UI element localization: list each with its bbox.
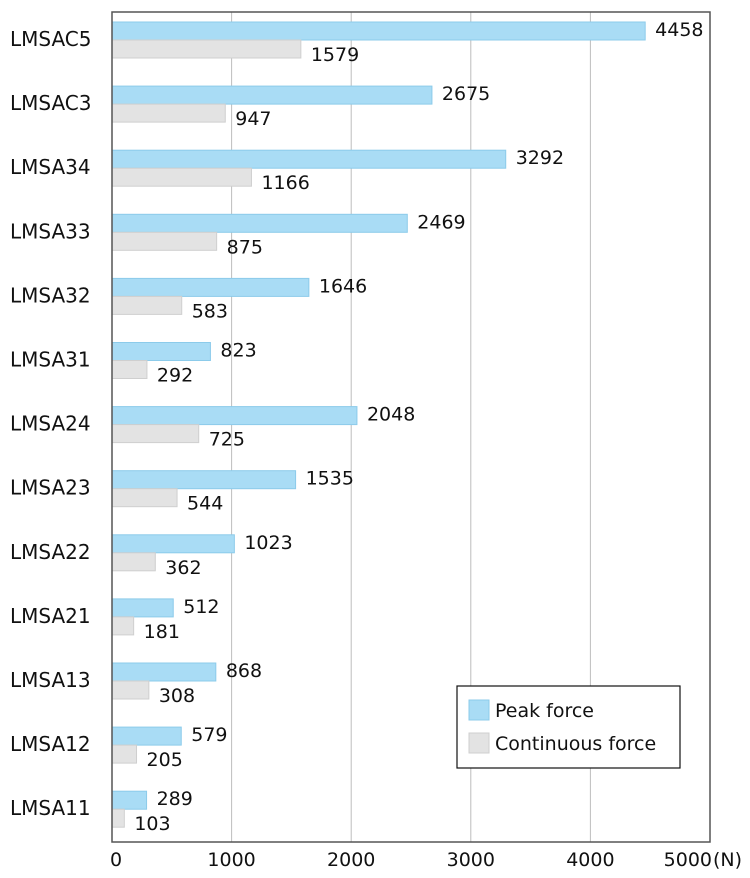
- category-label: LMSA32: [10, 283, 91, 307]
- data-label-continuous-force: 308: [159, 685, 195, 707]
- x-tick-label: 5000: [664, 849, 712, 871]
- bar-continuous-force: [111, 231, 218, 251]
- data-label-continuous-force: 362: [165, 557, 201, 579]
- bar-continuous-force: [111, 167, 252, 187]
- category-label: LMSA23: [10, 476, 91, 500]
- bar-peak-force: [111, 726, 182, 746]
- bar-continuous-force: [111, 39, 302, 59]
- bar-peak-force: [111, 662, 217, 682]
- legend-swatch-peak-force: [468, 699, 490, 721]
- category-label: LMSAC5: [10, 27, 91, 51]
- data-label-peak-force: 2675: [442, 83, 490, 105]
- bar-continuous-force: [111, 680, 150, 700]
- category-label: LMSA34: [10, 155, 91, 179]
- x-tick-label: 2000: [327, 849, 375, 871]
- bar-continuous-force: [111, 744, 138, 764]
- data-label-continuous-force: 583: [192, 300, 228, 322]
- category-label: LMSA22: [10, 540, 91, 564]
- data-label-continuous-force: 947: [235, 108, 271, 130]
- category-label: LMSAC3: [10, 91, 91, 115]
- data-label-peak-force: 3292: [516, 147, 564, 169]
- bar-peak-force: [111, 213, 408, 233]
- bar-continuous-force: [111, 295, 183, 315]
- bar-continuous-force: [111, 808, 125, 828]
- category-label: LMSA13: [10, 668, 91, 692]
- x-tick-label: 4000: [566, 849, 614, 871]
- value-labels: 4458 1579 2675 947 3292 1166 2469 875 1646 583 823…: [134, 19, 703, 835]
- bar-peak-force: [111, 85, 433, 105]
- bar-continuous-force: [111, 424, 200, 444]
- data-label-peak-force: 579: [191, 724, 227, 746]
- plot-frame: [111, 11, 711, 843]
- x-tick-label: 1000: [207, 849, 255, 871]
- data-label-peak-force: 289: [157, 788, 193, 810]
- data-label-continuous-force: 205: [147, 749, 183, 771]
- data-label-continuous-force: 544: [187, 493, 223, 515]
- bar-peak-force: [111, 470, 297, 490]
- x-axis-ticks: 0 1000 2000 3000 4000 5000: [110, 849, 712, 871]
- bar-continuous-force: [111, 103, 226, 123]
- legend-swatch-continuous-force: [468, 732, 490, 754]
- x-tick-label: 0: [110, 849, 122, 871]
- legend-label-peak-force: Peak force: [495, 700, 594, 722]
- data-label-continuous-force: 103: [134, 813, 170, 835]
- data-label-continuous-force: 875: [227, 236, 263, 258]
- bar-peak-force: [111, 149, 507, 169]
- data-label-peak-force: 868: [226, 660, 262, 682]
- legend-label-continuous-force: Continuous force: [495, 733, 656, 755]
- category-label: LMSA12: [10, 732, 91, 756]
- data-label-continuous-force: 725: [209, 429, 245, 451]
- bar-continuous-force: [111, 552, 156, 572]
- category-labels: LMSAC5 LMSAC3 LMSA34 LMSA33 LMSA32 LMSA31 LMSA…: [10, 27, 91, 820]
- data-label-peak-force: 512: [183, 596, 219, 618]
- bar-peak-force: [111, 598, 174, 618]
- category-label: LMSA33: [10, 219, 91, 243]
- data-label-peak-force: 1023: [244, 532, 292, 554]
- data-label-peak-force: 823: [220, 340, 256, 362]
- data-label-peak-force: 2048: [367, 404, 415, 426]
- category-label: LMSA11: [10, 796, 91, 820]
- x-axis-unit: (N): [713, 849, 742, 871]
- bar-peak-force: [111, 342, 211, 361]
- data-label-peak-force: 4458: [655, 19, 703, 41]
- bar-peak-force: [111, 277, 310, 297]
- bar-continuous-force: [111, 360, 148, 379]
- bar-continuous-force: [111, 488, 178, 508]
- legend: Peak force Continuous force: [456, 685, 681, 769]
- data-label-continuous-force: 1579: [311, 44, 359, 66]
- data-label-peak-force: 1646: [319, 275, 367, 297]
- data-label-continuous-force: 292: [157, 365, 193, 387]
- data-label-continuous-force: 181: [144, 621, 180, 643]
- category-label: LMSA24: [10, 412, 91, 436]
- bar-peak-force: [111, 534, 235, 554]
- x-tick-label: 3000: [447, 849, 495, 871]
- data-label-continuous-force: 1166: [261, 172, 309, 194]
- bar-peak-force: [111, 790, 148, 810]
- legend-box: [456, 685, 681, 769]
- category-label: LMSA31: [10, 348, 91, 372]
- bar-peak-force: [111, 21, 646, 41]
- data-label-peak-force: 2469: [417, 211, 465, 233]
- bar-continuous-force: [111, 616, 135, 636]
- data-label-peak-force: 1535: [306, 468, 354, 490]
- bars: [111, 21, 646, 828]
- category-label: LMSA21: [10, 604, 91, 628]
- bar-peak-force: [111, 406, 358, 426]
